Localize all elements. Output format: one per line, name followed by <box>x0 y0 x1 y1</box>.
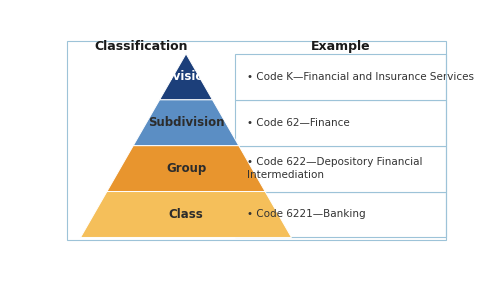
Text: Class: Class <box>169 208 204 221</box>
FancyBboxPatch shape <box>235 146 446 191</box>
Text: Division: Division <box>160 70 212 83</box>
Text: • Code 622—Depository Financial
Intermediation: • Code 622—Depository Financial Intermed… <box>246 157 422 180</box>
Polygon shape <box>81 191 291 237</box>
Text: • Code 62—Finance: • Code 62—Finance <box>246 118 349 128</box>
FancyBboxPatch shape <box>235 100 446 146</box>
Text: Group: Group <box>166 162 206 175</box>
Polygon shape <box>107 146 265 191</box>
Polygon shape <box>133 100 239 146</box>
Text: • Code K—Financial and Insurance Services: • Code K—Financial and Insurance Service… <box>246 72 474 82</box>
FancyBboxPatch shape <box>235 54 446 100</box>
Text: Classification: Classification <box>94 39 188 53</box>
Text: Subdivision: Subdivision <box>148 116 224 129</box>
FancyBboxPatch shape <box>235 191 446 237</box>
Text: Example: Example <box>310 39 370 53</box>
Text: • Code 6221—Banking: • Code 6221—Banking <box>246 210 365 220</box>
Polygon shape <box>160 54 212 100</box>
